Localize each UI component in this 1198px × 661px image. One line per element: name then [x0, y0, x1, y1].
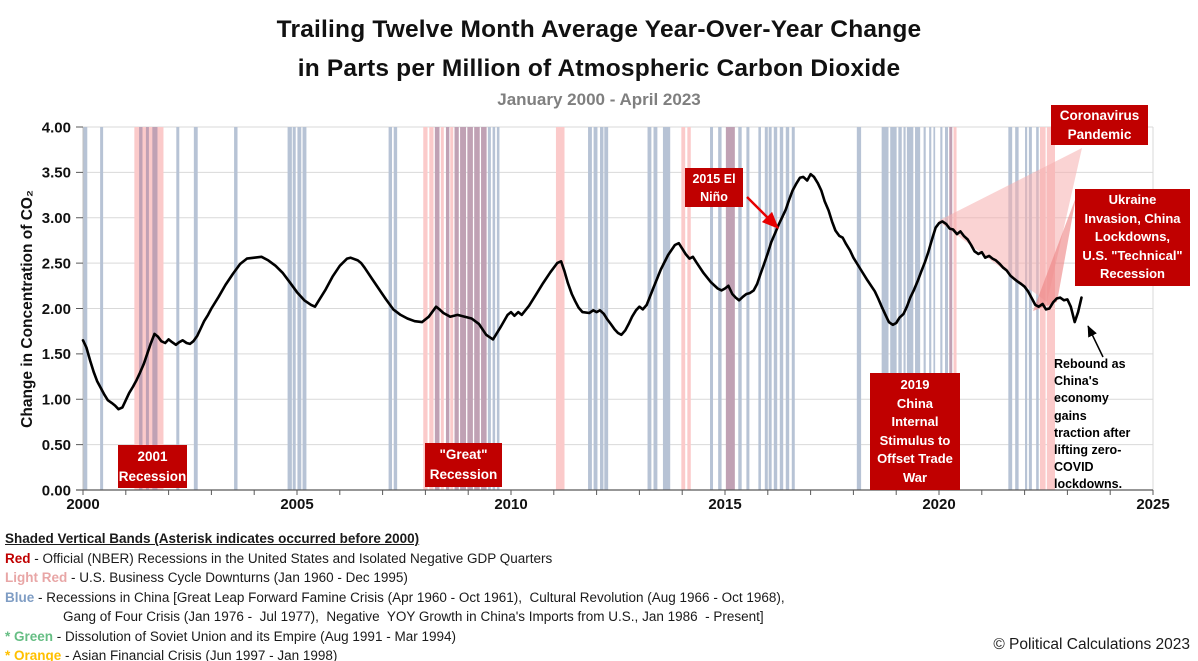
rebound-arrow: [1087, 325, 1104, 358]
data-line: [81, 172, 1083, 411]
gridlines: [83, 126, 1153, 446]
annotation-coronavirus-pandemic: Coronavirus Pandemic: [1051, 105, 1148, 145]
legend-heading: Shaded Vertical Bands (Asterisk indicate…: [5, 531, 420, 546]
legend-text-red: - Official (NBER) Recessions in the Unit…: [30, 550, 553, 566]
chart-subtitle: January 2000 - April 2023: [497, 90, 701, 109]
coronavirus-wedge: [938, 148, 1082, 302]
legend-label-blue: Blue: [5, 589, 35, 605]
legend-block: Shaded Vertical Bands (Asterisk indicate…: [5, 529, 785, 661]
svg-text:2025: 2025: [1136, 496, 1169, 513]
annotation-great-recession: "Great" Recession: [425, 443, 502, 487]
recession-bands: [83, 127, 1055, 490]
annotation-2019-china-stimulus: 2019 China Internal Stimulus to Offset T…: [870, 373, 960, 490]
svg-text:2.50: 2.50: [42, 255, 71, 272]
svg-text:1.50: 1.50: [42, 346, 71, 363]
annotation-wedges: [938, 148, 1082, 311]
svg-text:0.00: 0.00: [42, 482, 71, 499]
annotation-rebound-note: Rebound as China's economy gains tractio…: [1054, 357, 1131, 492]
legend-item-blue: Blue - Recessions in China [Great Leap F…: [5, 588, 785, 608]
svg-text:2020: 2020: [922, 496, 955, 513]
legend-text-orange: - Asian Financial Crisis (Jun 1997 - Jan…: [61, 648, 338, 661]
copyright: © Political Calculations 2023: [993, 636, 1190, 653]
chart-title-line2: in Parts per Million of Atmospheric Carb…: [297, 55, 901, 82]
legend-text-green: - Dissolution of Soviet Union and its Em…: [53, 628, 456, 644]
el-nino-arrow: [746, 196, 779, 229]
legend-label-green: * Green: [5, 628, 54, 644]
svg-text:4.00: 4.00: [42, 119, 71, 136]
svg-text:2.00: 2.00: [42, 301, 71, 318]
legend-item-lightred: Light Red - U.S. Business Cycle Downturn…: [5, 568, 785, 588]
legend-label-red: Red: [5, 550, 31, 566]
annotation-2001-recession: 2001 Recession: [118, 445, 187, 488]
legend-text-lightred: - U.S. Business Cycle Downturns (Jan 196…: [67, 570, 408, 585]
svg-text:3.50: 3.50: [42, 165, 71, 182]
annotation-ukraine-invasion: Ukraine Invasion, China Lockdowns, U.S. …: [1075, 189, 1190, 286]
annotation-2015-el-nino: 2015 El Niño: [685, 168, 743, 207]
ukraine-wedge: [1033, 197, 1076, 311]
legend-label-orange: * Orange: [5, 648, 62, 661]
legend-text-blue: - Recessions in China [Great Leap Forwar…: [34, 589, 785, 605]
title-block: Trailing Twelve Month Average Year-Over-…: [0, 10, 1198, 111]
svg-text:2015: 2015: [708, 496, 741, 513]
svg-text:3.00: 3.00: [42, 210, 71, 227]
chart-title-line1: Trailing Twelve Month Average Year-Over-…: [276, 16, 922, 43]
legend-label-lightred: Light Red: [5, 570, 68, 585]
svg-text:2010: 2010: [494, 496, 527, 513]
svg-text:2005: 2005: [280, 496, 313, 513]
svg-text:0.50: 0.50: [42, 437, 71, 454]
legend-item-blue-cont: Gang of Four Crisis (Jan 1976 - Jul 1977…: [5, 607, 785, 627]
legend-item-green: * Green - Dissolution of Soviet Union an…: [5, 627, 785, 647]
axes: 2000 2005 2010 2015 2020 2025 0.00 0.50 1.00 1.50…: [42, 119, 1170, 513]
svg-text:2000: 2000: [66, 496, 99, 513]
svg-text:1.00: 1.00: [42, 392, 71, 409]
y-axis-title: Change in Concentration of CO₂: [19, 190, 36, 428]
legend-item-red: Red - Official (NBER) Recessions in the …: [5, 549, 785, 569]
legend-item-orange: * Orange - Asian Financial Crisis (Jun 1…: [5, 646, 785, 661]
annotation-arrows: [746, 196, 1104, 358]
legend-text-blue-cont: Gang of Four Crisis (Jan 1976 - Jul 1977…: [63, 609, 764, 624]
